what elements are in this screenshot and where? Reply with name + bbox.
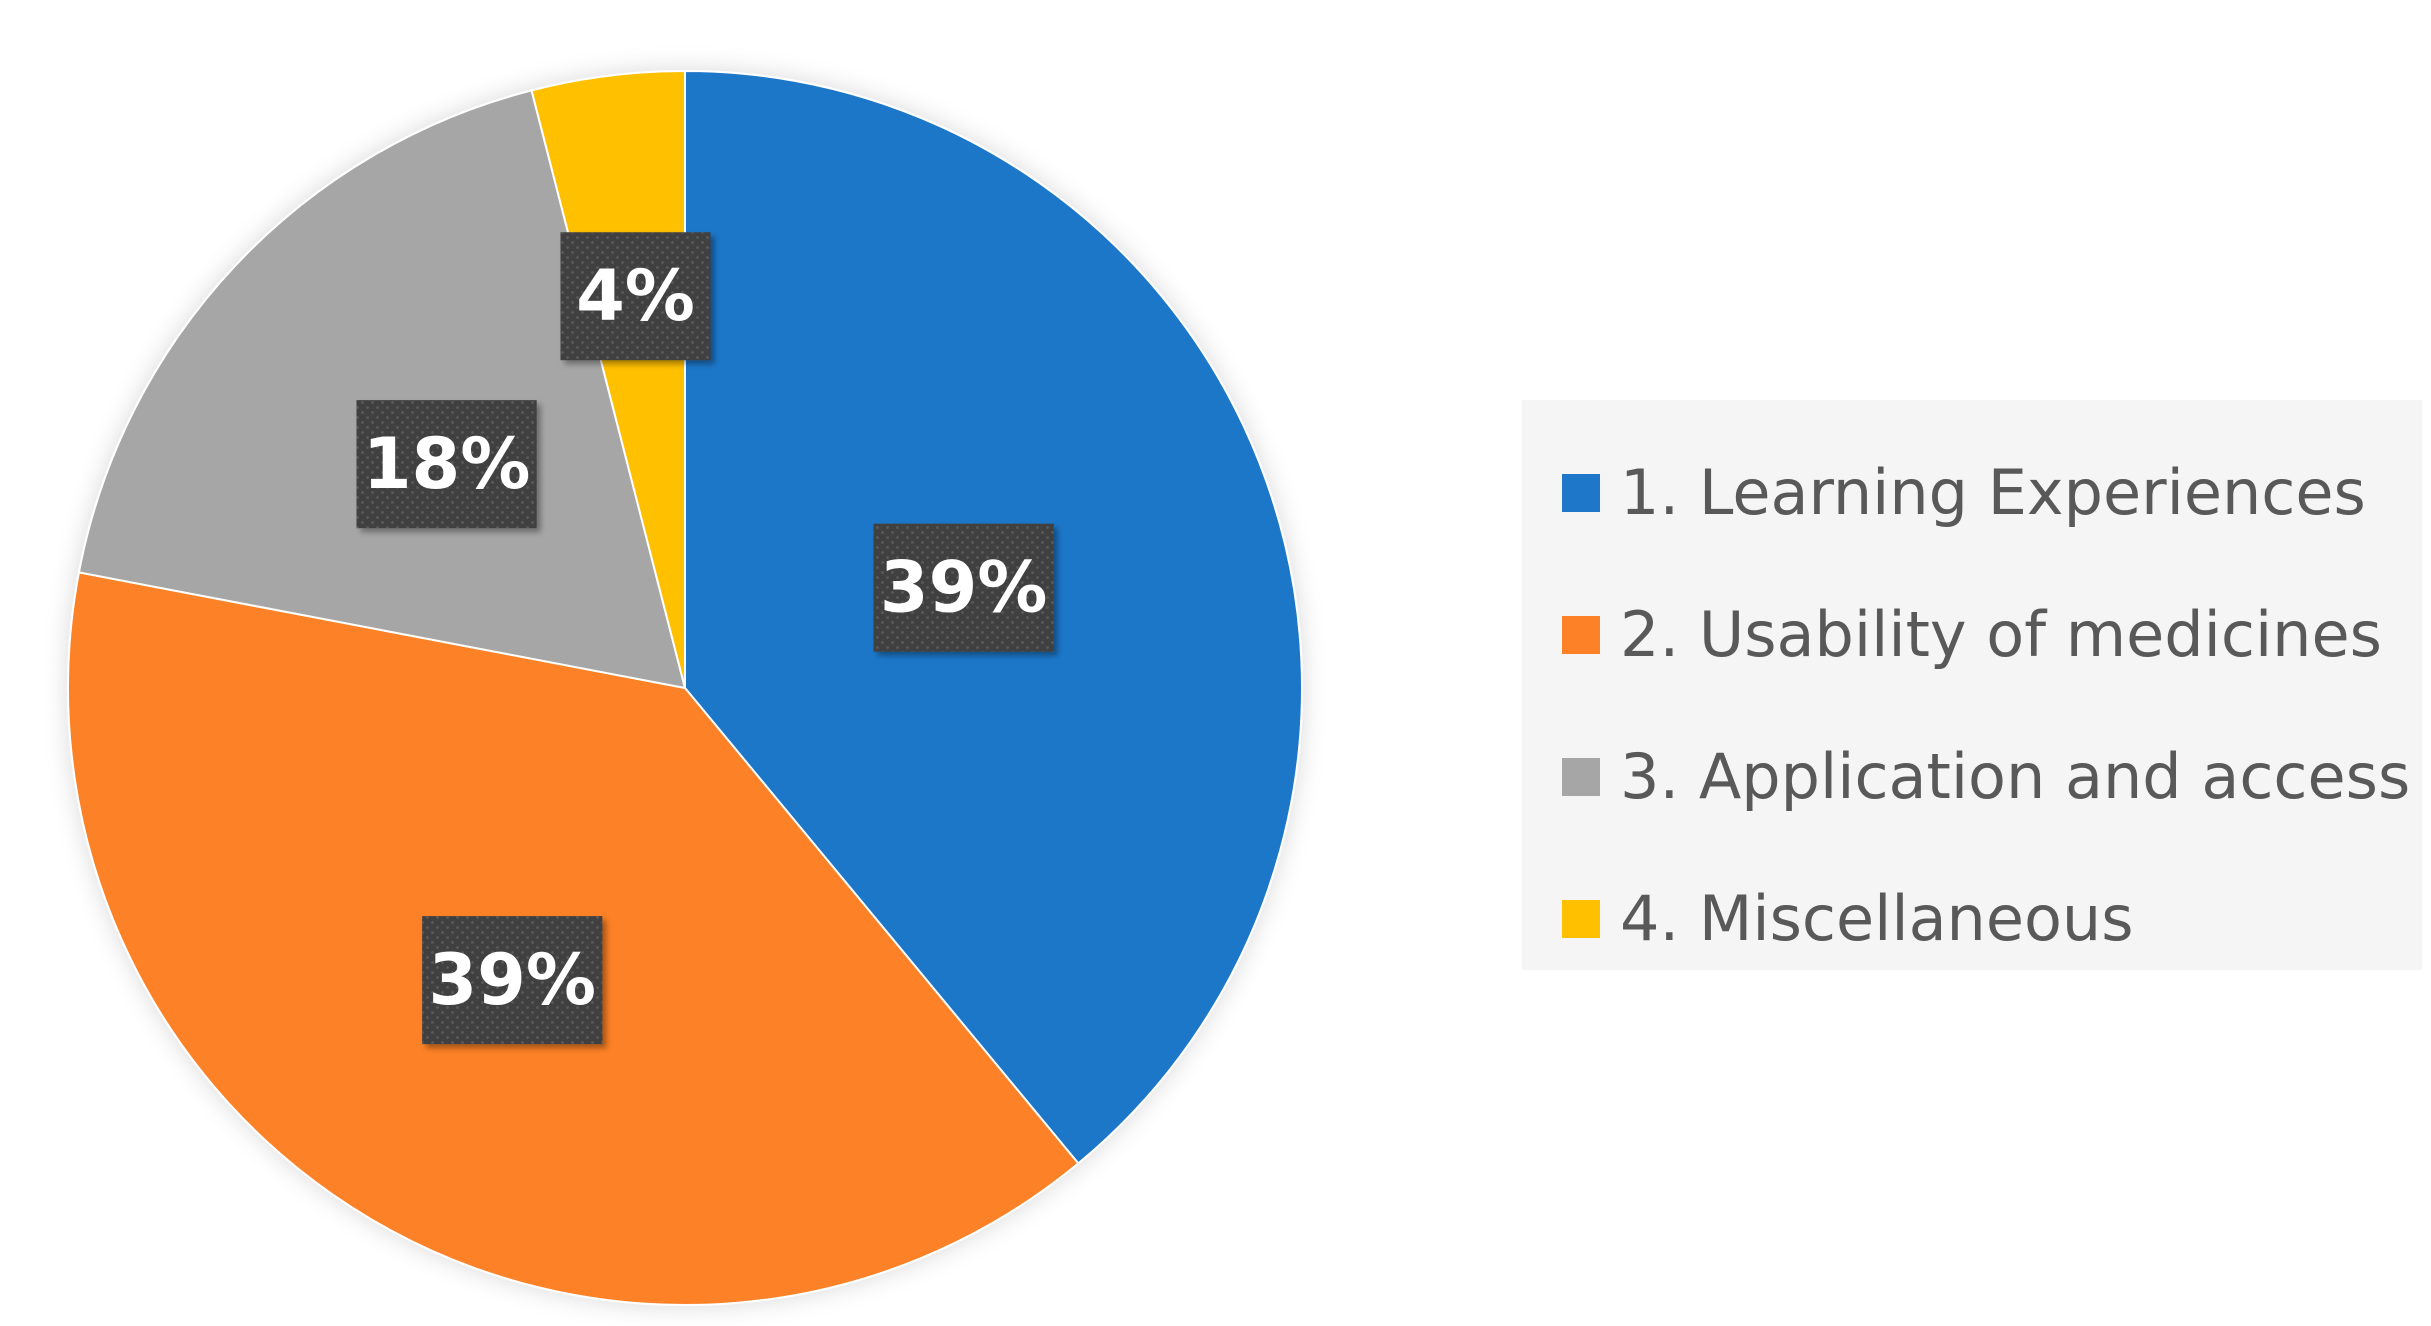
data-label-text: 4% — [576, 255, 695, 337]
legend-item-application-and-access: 3. Application and access — [1522, 706, 2422, 848]
legend-label: 4. Miscellaneous — [1620, 882, 2134, 955]
legend-item-learning-experiences: 1. Learning Experiences — [1522, 422, 2422, 564]
legend-swatch — [1562, 616, 1600, 654]
data-label-miscellaneous: 4% — [560, 232, 711, 361]
data-label-texture — [873, 523, 1054, 652]
pie-data-labels: 39% 39% 18% 4% — [356, 232, 1054, 1045]
legend: 1. Learning Experiences 2. Usability of … — [1522, 400, 2422, 970]
data-label-learning-experiences: 39% — [873, 523, 1054, 652]
legend-item-miscellaneous: 4. Miscellaneous — [1522, 848, 2422, 990]
data-label-texture — [422, 916, 603, 1045]
legend-swatch — [1562, 474, 1600, 512]
data-label-texture — [356, 400, 537, 529]
data-label-text: 39% — [880, 547, 1048, 629]
legend-label: 3. Application and access — [1620, 740, 2411, 813]
legend-swatch — [1562, 758, 1600, 796]
legend-label: 2. Usability of medicines — [1620, 598, 2382, 671]
data-label-texture — [560, 232, 711, 361]
legend-item-usability-of-medicines: 2. Usability of medicines — [1522, 564, 2422, 706]
data-label-text: 18% — [363, 423, 531, 505]
pie-slice-miscellaneous — [530, 69, 686, 689]
legend-label: 1. Learning Experiences — [1620, 456, 2366, 529]
data-label-usability-of-medicines: 39% — [422, 916, 603, 1045]
pie-slice-application-and-access — [77, 89, 687, 690]
data-label-application-and-access: 18% — [356, 400, 537, 529]
legend-swatch — [1562, 900, 1600, 938]
data-label-text: 39% — [428, 939, 596, 1021]
